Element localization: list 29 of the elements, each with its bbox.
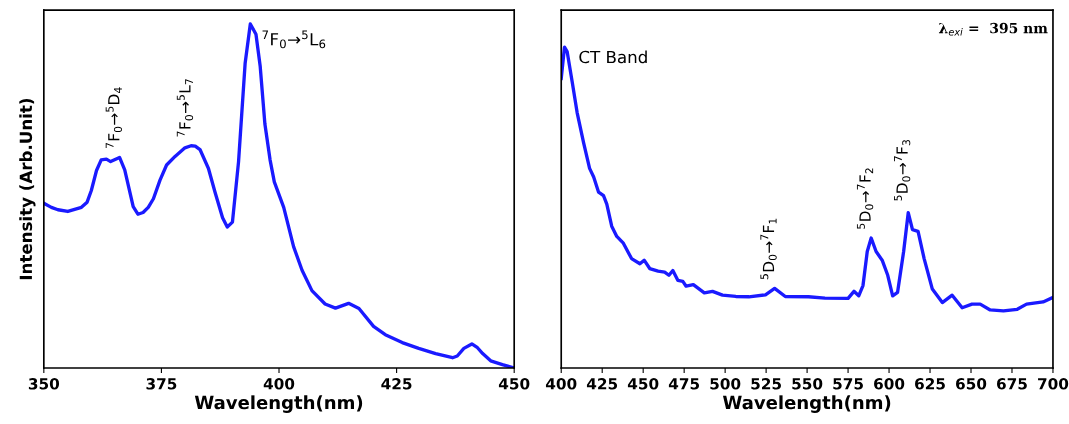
x-tick-label: 400 <box>263 378 295 390</box>
y-axis-title: Intensity (Arb.Unit) <box>19 98 36 280</box>
x-tick-label: 700 <box>1038 378 1069 390</box>
annotation: $^{7}$F$_{0}$→$^{5}$L$_{6}$ <box>262 30 326 49</box>
x-tick-label: 525 <box>751 378 781 390</box>
x-axis-title: Wavelength(nm) <box>194 395 363 413</box>
x-tick-label: 425 <box>586 378 618 390</box>
x-tick-label: 450 <box>627 378 659 390</box>
text: λ$_{exi}$ = 395 nm <box>938 22 1048 36</box>
x-axis-title: Wavelength(nm) <box>722 395 891 413</box>
annotation: $^{7}$F$_{0}$→$^{5}$L$_{7}$ <box>176 79 194 137</box>
x-tick-label: 550 <box>792 378 823 390</box>
x-tick-label: 425 <box>381 378 412 390</box>
x-tick-label: 400 <box>545 378 577 390</box>
x-tick-label: 600 <box>874 378 905 390</box>
x-tick-label: 375 <box>146 378 177 390</box>
x-tick-label: 475 <box>668 378 700 390</box>
x-tick-label: 350 <box>28 378 60 390</box>
annotation: $^{5}$D$_{0}$→$^{7}$F$_{2}$ <box>856 168 874 229</box>
x-tick-label: 450 <box>498 378 530 390</box>
x-tick-label: 650 <box>956 378 987 390</box>
annotation: CT Band <box>579 50 647 64</box>
annotation: $^{5}$D$_{0}$→$^{7}$F$_{1}$ <box>760 218 777 280</box>
x-tick-label: 675 <box>996 378 1027 390</box>
x-tick-label: 500 <box>710 378 741 390</box>
x-tick-label: 575 <box>833 378 863 390</box>
annotation: $^{5}$D$_{0}$→$^{7}$F$_{3}$ <box>894 140 911 201</box>
annotation: $^{7}$F$_{0}$→$^{5}$D$_{4}$ <box>105 87 123 149</box>
x-tick-label: 625 <box>915 378 945 390</box>
